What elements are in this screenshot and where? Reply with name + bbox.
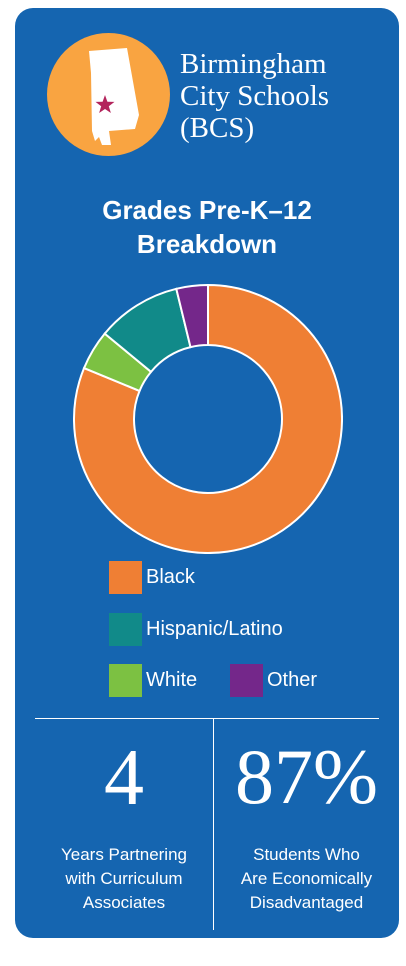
district-name-line: (BCS) xyxy=(180,112,255,144)
legend-item-hispanic-latino: Hispanic/Latino xyxy=(109,613,283,646)
legend-swatch xyxy=(109,613,142,646)
donut-slice-black xyxy=(73,284,343,554)
stat-years-value: 4 xyxy=(104,734,144,822)
state-badge xyxy=(47,33,170,156)
infographic-card: Birmingham City Schools (BCS) Grades Pre… xyxy=(15,8,399,938)
legend-swatch xyxy=(109,664,142,697)
donut-chart xyxy=(73,284,343,554)
legend-item-other: Other xyxy=(230,664,317,697)
stat-label-line: Disadvantaged xyxy=(249,893,364,912)
star-icon xyxy=(95,95,115,113)
legend-swatch xyxy=(230,664,263,697)
divider-vertical xyxy=(213,718,214,930)
stat-label-line: Associates xyxy=(82,893,166,912)
stat-label-line: with Curriculum xyxy=(65,869,183,888)
stat-economic-label: Students Who Are Economically Disadvanta… xyxy=(214,843,399,915)
stat-label-line: Students Who xyxy=(253,845,360,864)
legend-label: Black xyxy=(146,566,195,588)
legend-item-black: Black xyxy=(109,561,195,594)
legend-swatch xyxy=(109,561,142,594)
legend-label: Other xyxy=(267,669,318,691)
divider-horizontal xyxy=(35,718,379,719)
alabama-map-icon xyxy=(89,48,139,145)
stat-label-line: Are Economically xyxy=(240,869,373,888)
legend-item-white: White xyxy=(109,664,197,697)
legend-label: White xyxy=(146,669,198,691)
chart-title-line: Breakdown xyxy=(136,229,278,259)
district-name-line: Birmingham xyxy=(180,48,327,80)
district-name-line: City Schools xyxy=(180,80,330,112)
stat-label-line: Years Partnering xyxy=(60,845,187,864)
stat-years-label: Years Partnering with Curriculum Associa… xyxy=(35,843,213,915)
legend-label: Hispanic/Latino xyxy=(146,618,283,640)
chart-title: Grades Pre-K–12 Breakdown xyxy=(15,193,399,261)
chart-title-line: Grades Pre-K–12 xyxy=(102,195,312,225)
stat-economic-value: 87% xyxy=(235,733,378,820)
donut-slice-other xyxy=(175,284,209,349)
district-name: Birmingham City Schools (BCS) xyxy=(180,48,329,144)
